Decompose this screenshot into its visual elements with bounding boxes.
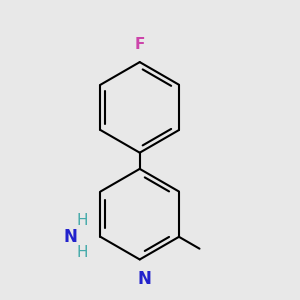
Text: N: N bbox=[64, 228, 78, 246]
Text: N: N bbox=[137, 270, 151, 288]
Text: H: H bbox=[76, 245, 88, 260]
Text: F: F bbox=[134, 38, 145, 52]
Text: H: H bbox=[76, 213, 88, 228]
